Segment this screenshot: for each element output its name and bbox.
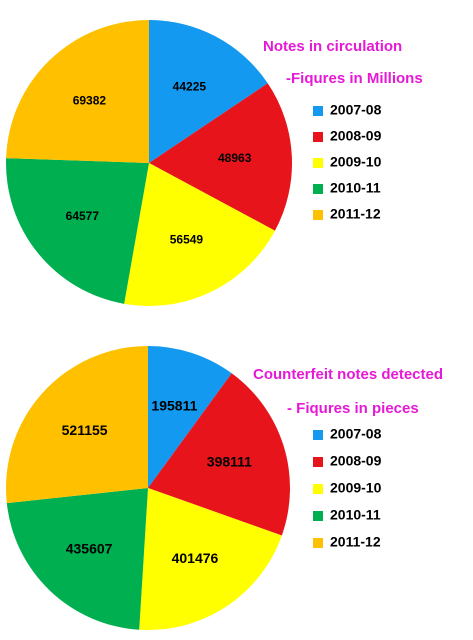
data-label: 521155 bbox=[62, 422, 108, 438]
data-label: 435607 bbox=[66, 540, 113, 556]
legend-label: 2007-08 bbox=[330, 426, 382, 442]
pie-slice bbox=[6, 346, 149, 504]
pie-slice bbox=[124, 163, 275, 306]
pie-slice bbox=[6, 488, 148, 630]
legend-swatch bbox=[313, 210, 323, 220]
legend-swatch bbox=[313, 158, 323, 168]
data-label: 401476 bbox=[172, 550, 219, 566]
legend-label: 2009-10 bbox=[330, 480, 382, 496]
legend-label: 2009-10 bbox=[330, 154, 382, 170]
chart-subtitle: -Fiqures in Millions bbox=[286, 70, 423, 87]
chart-title: Notes in circulation bbox=[263, 38, 402, 55]
legend-label: 2008-09 bbox=[330, 128, 382, 144]
legend-label: 2007-08 bbox=[330, 102, 382, 118]
data-label: 398111 bbox=[207, 454, 252, 470]
legend-swatch bbox=[313, 430, 323, 440]
legend-swatch bbox=[313, 106, 323, 116]
chart-subtitle: - Fiqures in pieces bbox=[287, 400, 419, 417]
pie-slice bbox=[149, 20, 268, 163]
data-label: 69382 bbox=[73, 93, 107, 107]
data-label: 64577 bbox=[66, 209, 100, 223]
data-label: 44225 bbox=[173, 79, 207, 93]
pie-slice bbox=[148, 346, 232, 488]
data-label: 56549 bbox=[170, 232, 204, 246]
pie-slice bbox=[149, 83, 292, 231]
data-label: 195811 bbox=[151, 398, 197, 414]
legend-swatch bbox=[313, 538, 323, 548]
legend-swatch bbox=[313, 457, 323, 467]
pie-slice bbox=[148, 373, 290, 536]
legend-label: 2011-12 bbox=[330, 206, 381, 222]
legend-label: 2011-12 bbox=[330, 534, 381, 550]
pie-slice bbox=[5, 158, 150, 304]
legend-swatch bbox=[313, 484, 323, 494]
legend-swatch bbox=[313, 511, 323, 521]
data-label: 48963 bbox=[218, 151, 252, 165]
chart-title: Counterfeit notes detected bbox=[253, 366, 443, 383]
legend-label: 2010-11 bbox=[330, 180, 381, 196]
legend-label: 2010-11 bbox=[330, 507, 381, 523]
pie-slice bbox=[6, 20, 149, 163]
legend-swatch bbox=[313, 132, 323, 142]
pie-slice bbox=[139, 488, 282, 630]
legend-label: 2008-09 bbox=[330, 453, 382, 469]
legend-swatch bbox=[313, 184, 323, 194]
